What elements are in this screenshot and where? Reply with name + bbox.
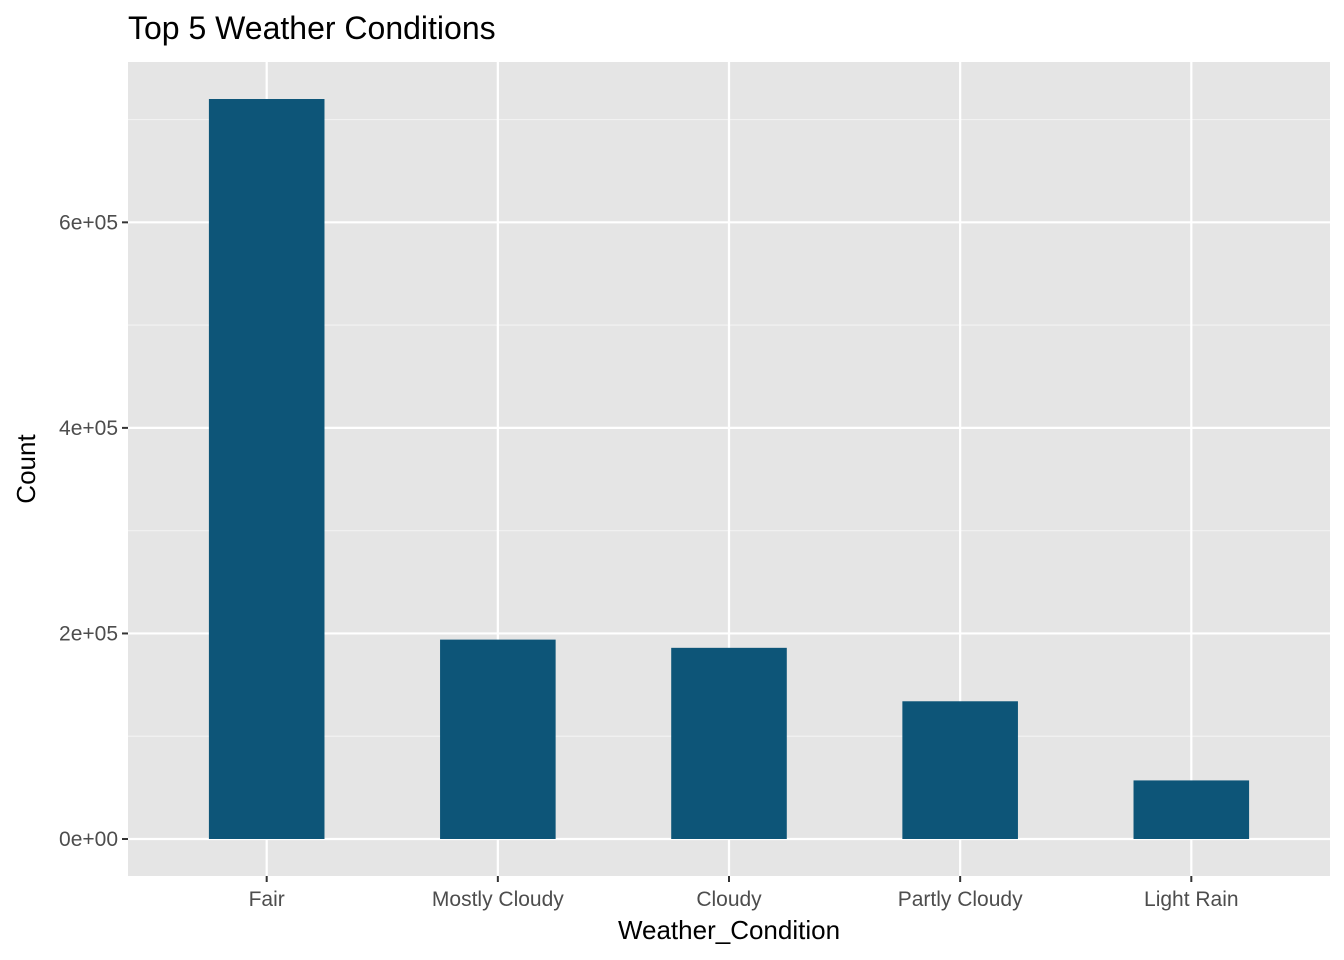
bar-partly-cloudy [902,701,1018,839]
y-tick-label: 4e+05 [59,417,118,440]
y-axis-title: Count [11,434,41,504]
y-tick-label: 2e+05 [59,622,118,645]
y-tick-label: 6e+05 [59,211,118,234]
bar-series [208,99,1250,839]
bar-mostly-cloudy [440,639,556,839]
chart-title: Top 5 Weather Conditions [128,10,496,46]
x-tick-label: Cloudy [696,888,762,911]
y-axis: 0e+00 2e+05 4e+05 6e+05 [59,211,128,851]
x-axis: Fair Mostly Cloudy Cloudy Partly Cloudy Ligh… [249,876,1239,911]
x-tick-label: Light Rain [1144,888,1239,911]
y-tick-label: 0e+00 [59,828,118,851]
x-tick-label: Fair [249,888,285,911]
x-tick-label: Partly Cloudy [898,888,1023,911]
bar-light-rain [1133,780,1250,839]
bar-fair [208,99,325,839]
x-tick-label: Mostly Cloudy [432,888,564,911]
x-axis-title: Weather_Condition [618,915,840,945]
bar-cloudy [671,647,787,839]
